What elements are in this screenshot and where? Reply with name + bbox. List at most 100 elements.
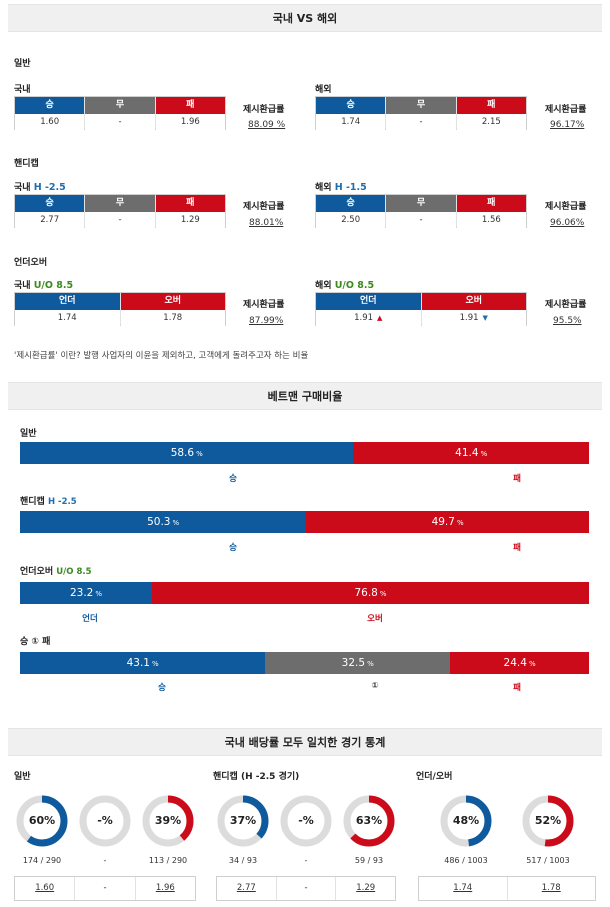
bettors-general-bar: 58.6% 41.4% bbox=[20, 442, 589, 464]
win-label: 승 bbox=[158, 683, 166, 693]
draw-odds: - bbox=[85, 212, 155, 228]
percent-sign: % bbox=[528, 660, 536, 668]
lose-odds[interactable]: 1.29 bbox=[356, 883, 376, 893]
foreign-label: 해외 bbox=[315, 281, 332, 291]
trend-up-icon: ▲ bbox=[377, 314, 383, 322]
lose-ratio-value: 49.7 bbox=[431, 516, 455, 528]
bettors-handicap-bar: 50.3% 49.7% bbox=[20, 511, 589, 533]
under-odds: 1.91 bbox=[354, 313, 374, 323]
percent-sign: % bbox=[196, 450, 203, 458]
over-label: 오버 bbox=[367, 614, 383, 624]
under-odds[interactable]: 1.74 bbox=[453, 883, 473, 893]
donut-arc bbox=[440, 795, 492, 847]
payout-rate-label: 제시환급률 bbox=[243, 202, 285, 212]
underover-line: U/O 8.5 bbox=[33, 280, 74, 291]
handicap-line: H -2.5 bbox=[33, 182, 66, 193]
bettors-wdl-label: 승 ① 패 bbox=[20, 637, 51, 647]
trend-down-icon: ▼ bbox=[482, 314, 488, 322]
draw-odds: - bbox=[304, 883, 308, 893]
lose-label: 패 bbox=[513, 474, 521, 484]
bettors-section-header: 베트맨 구매비율 bbox=[8, 382, 602, 410]
win-odds[interactable]: 1.60 bbox=[35, 883, 55, 893]
draw-odds: - bbox=[386, 212, 456, 228]
win-ratio-value: 58.6 bbox=[170, 447, 195, 459]
percent-sign: % bbox=[95, 590, 103, 598]
win-odds: 1.74 bbox=[316, 114, 386, 130]
stats-underover-odds-box: 1.74 1.78 bbox=[418, 876, 596, 901]
over-odds: 1.91 bbox=[459, 313, 479, 323]
donut-chart bbox=[16, 795, 68, 847]
under-header: 언더 bbox=[15, 293, 120, 310]
win-odds: 1.60 bbox=[15, 114, 85, 130]
donut-chart bbox=[343, 795, 395, 847]
lose-odds: 1.96 bbox=[155, 114, 225, 130]
lose-odds-cell: 1.96 bbox=[134, 877, 195, 900]
donut-chart bbox=[280, 795, 332, 847]
donut-arc bbox=[217, 795, 269, 847]
win-odds[interactable]: 2.77 bbox=[236, 883, 256, 893]
win-ratio-segment: 50.3% bbox=[20, 511, 307, 533]
donut-percent: 60% bbox=[28, 814, 56, 827]
donut-chart bbox=[142, 795, 194, 847]
payout-rate-label: 제시환급률 bbox=[545, 202, 587, 212]
underover-foreign-odds-table: 언더 1.91 ▲ 오버 1.91 ▼ bbox=[315, 292, 527, 326]
bettors-general-label: 일반 bbox=[20, 429, 37, 439]
payout-rate-value[interactable]: 88.09 % bbox=[248, 120, 286, 130]
percent-sign: % bbox=[151, 660, 159, 668]
payout-rate-value[interactable]: 96.17% bbox=[550, 120, 585, 130]
draw-ratio-segment: 32.5% bbox=[265, 652, 451, 674]
over-header: 오버 bbox=[421, 293, 526, 310]
handicap-label: 핸디캡 bbox=[20, 497, 45, 507]
payout-rate-value[interactable]: 95.5% bbox=[553, 316, 582, 326]
draw-odds: - bbox=[85, 114, 155, 130]
over-ratio-segment: 76.8% bbox=[152, 582, 589, 604]
underover-label: 언더오버 bbox=[20, 567, 54, 577]
stats-handicap-label: 핸디캡 (H -2.5 경기) bbox=[213, 772, 300, 782]
over-odds[interactable]: 1.78 bbox=[541, 883, 561, 893]
under-header: 언더 bbox=[316, 293, 421, 310]
donut-chart bbox=[440, 795, 492, 847]
donut-chart bbox=[79, 795, 131, 847]
over-header: 오버 bbox=[120, 293, 225, 310]
domestic-label: 국내 bbox=[14, 281, 31, 291]
bettors-underover-bar: 23.2% 76.8% bbox=[20, 582, 589, 604]
foreign-label: 해외 bbox=[315, 183, 332, 193]
lose-ratio-value: 24.4 bbox=[503, 657, 527, 669]
win-odds: 2.50 bbox=[316, 212, 386, 228]
lose-header: 패 bbox=[155, 195, 225, 212]
win-ratio-value: 50.3 bbox=[147, 516, 171, 528]
over-odds-cell: 1.91 ▼ bbox=[421, 310, 526, 326]
general-foreign-odds-table: 승 1.74 무- 패 2.15 bbox=[315, 96, 527, 130]
donut-count: - bbox=[103, 856, 107, 865]
donut-arc bbox=[522, 795, 574, 847]
payout-rate-label: 제시환급률 bbox=[545, 300, 587, 310]
lose-header: 패 bbox=[456, 195, 526, 212]
win-odds: 2.77 bbox=[15, 212, 85, 228]
payout-rate-label: 제시환급률 bbox=[545, 105, 587, 115]
handicap-foreign-label: 해외 H -1.5 bbox=[315, 180, 367, 193]
win-header: 승 bbox=[15, 97, 85, 114]
win-label: 승 bbox=[229, 543, 237, 553]
lose-ratio-segment: 49.7% bbox=[306, 511, 589, 533]
donut-arc bbox=[343, 795, 395, 847]
lose-header: 패 bbox=[456, 97, 526, 114]
win-ratio-segment: 43.1% bbox=[20, 652, 266, 674]
payout-rate-value[interactable]: 88.01% bbox=[249, 218, 284, 228]
donut-percent: 37% bbox=[229, 814, 257, 827]
lose-label: 패 bbox=[513, 543, 521, 553]
payout-rate-value[interactable]: 96.06% bbox=[550, 218, 585, 228]
donut-percent: -% bbox=[298, 814, 314, 827]
lose-odds: 1.29 bbox=[155, 212, 225, 228]
under-ratio-value: 23.2 bbox=[69, 587, 94, 599]
domestic-label: 국내 bbox=[14, 183, 31, 193]
win-header: 승 bbox=[316, 97, 386, 114]
over-odds: 1.78 bbox=[120, 310, 225, 326]
general-foreign-label: 해외 bbox=[315, 85, 332, 95]
underover-line: U/O 8.5 bbox=[334, 280, 375, 291]
payout-rate-value[interactable]: 87.99% bbox=[249, 316, 284, 326]
lose-odds[interactable]: 1.96 bbox=[155, 883, 175, 893]
payout-rate-label: 제시환급률 bbox=[243, 105, 285, 115]
underover-domestic-odds-table: 언더 1.74 오버 1.78 bbox=[14, 292, 226, 326]
underover-line: U/O 8.5 bbox=[56, 567, 92, 577]
percent-sign: % bbox=[367, 660, 374, 668]
